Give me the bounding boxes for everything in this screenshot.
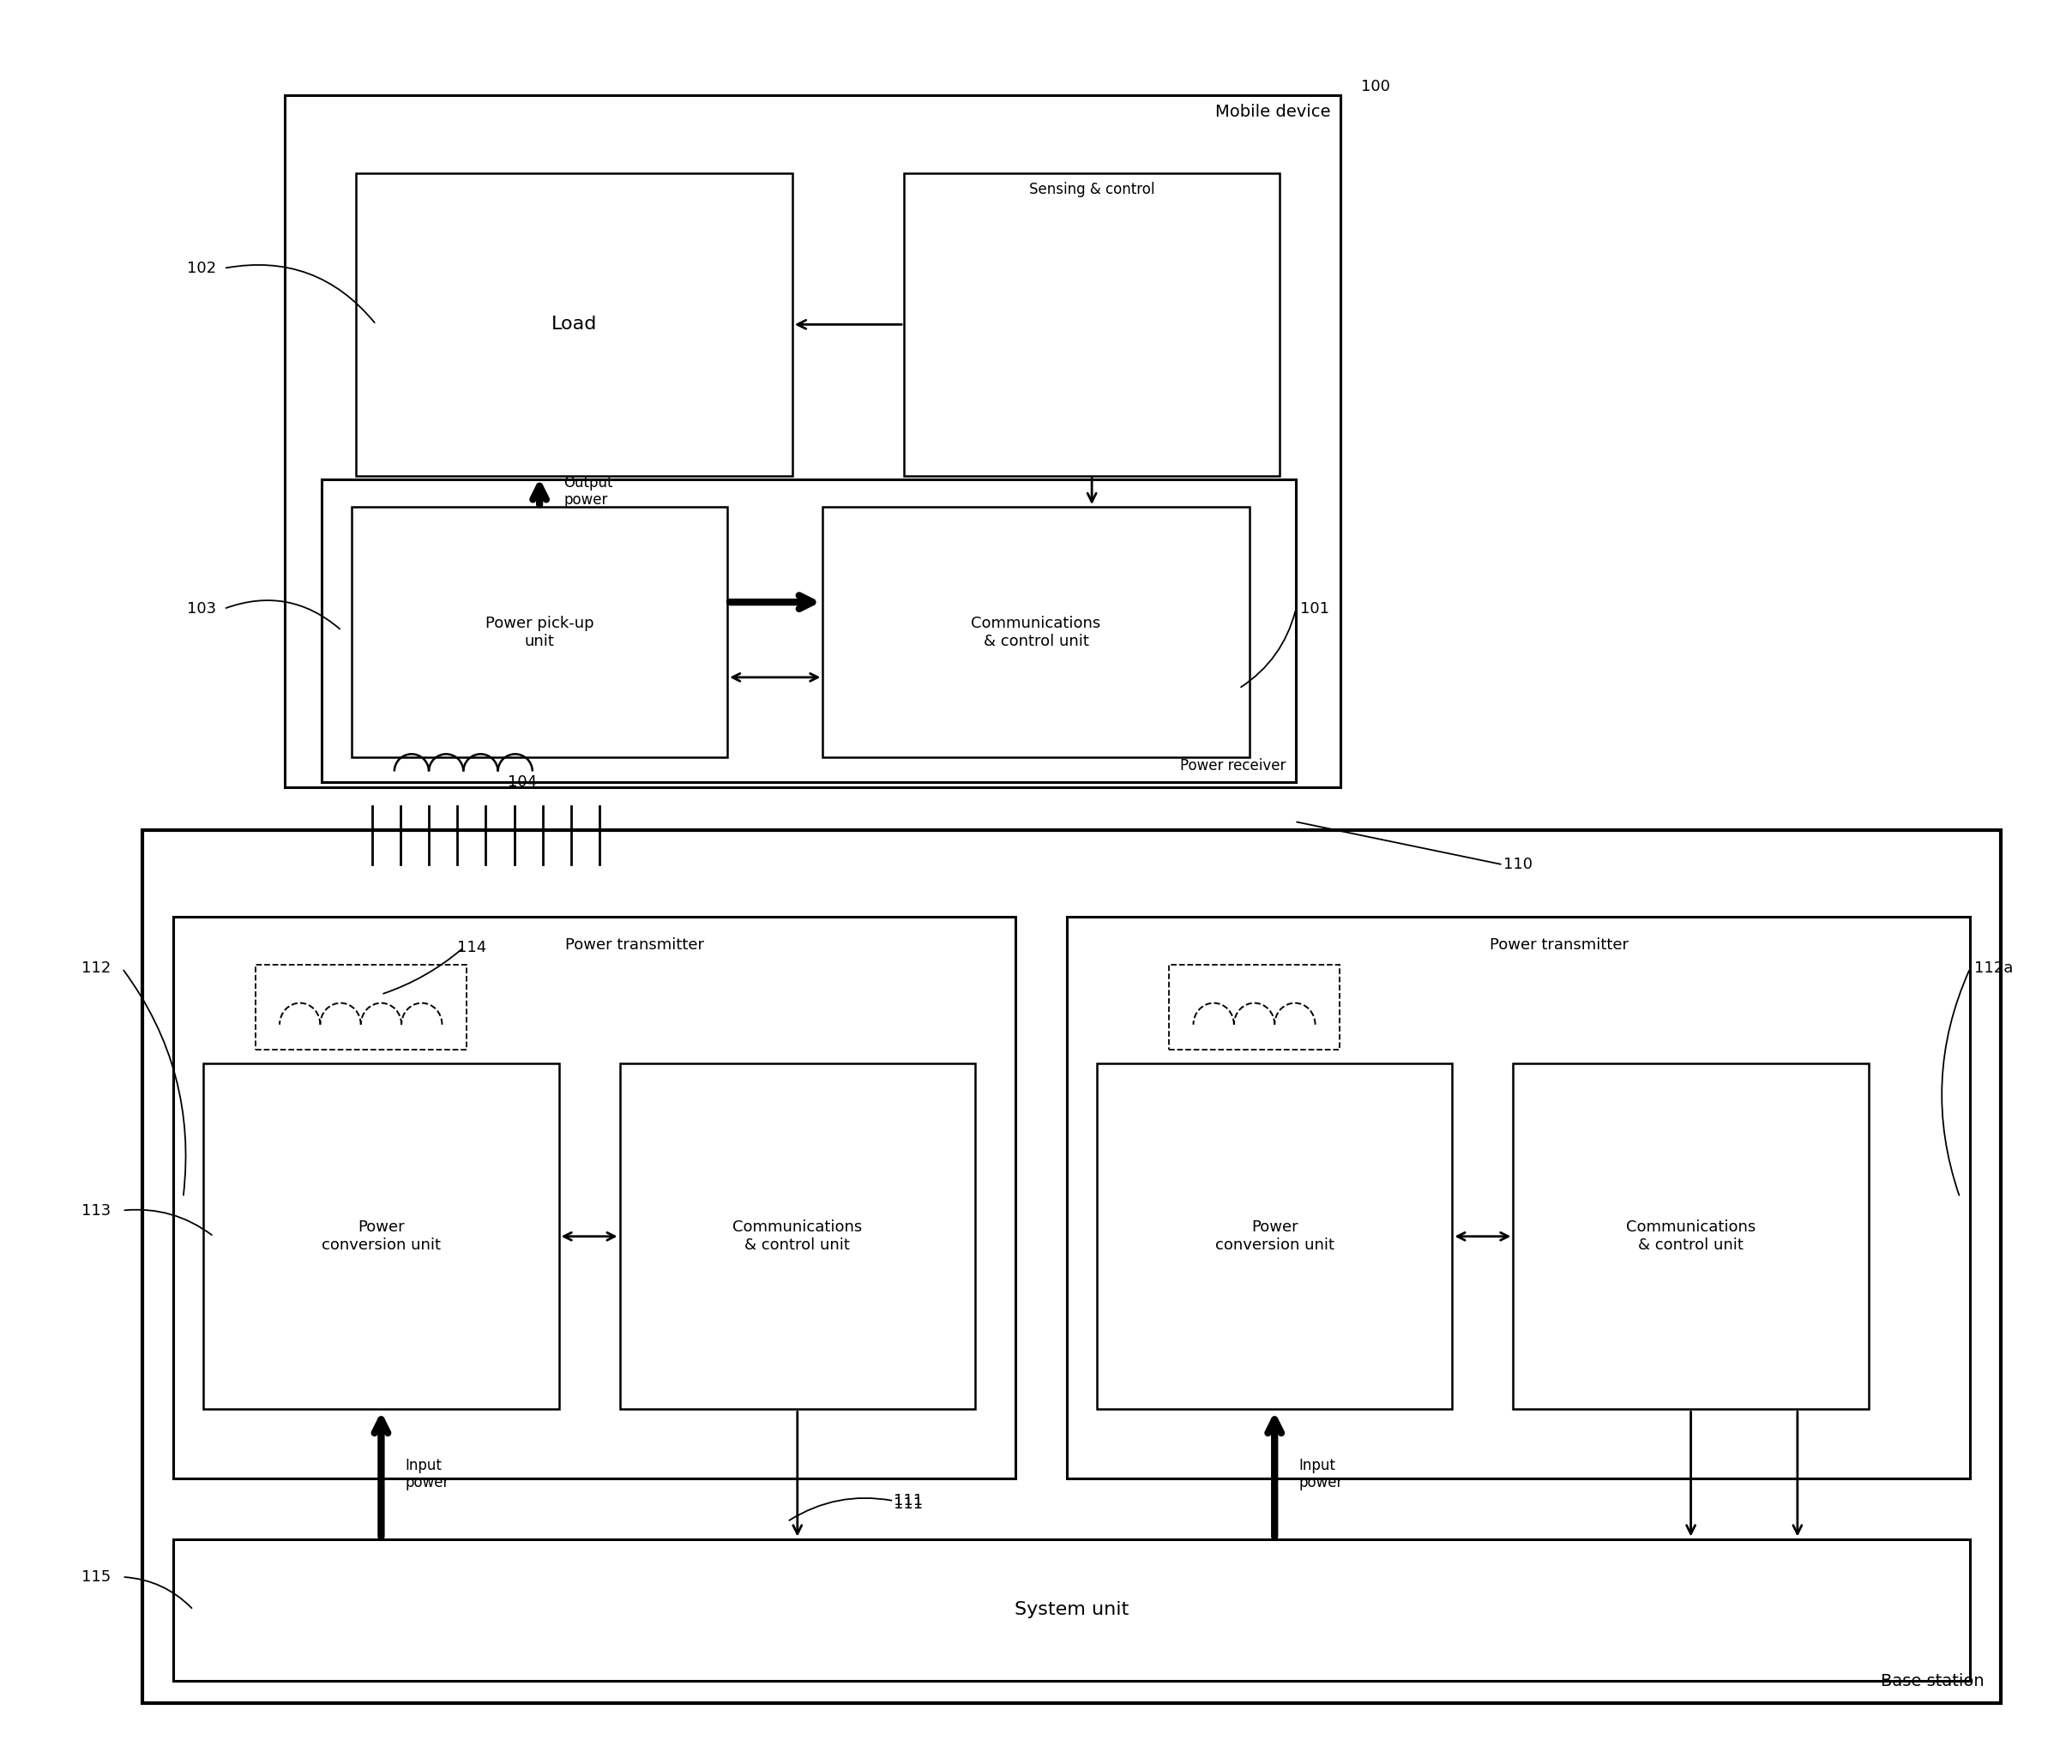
Text: 100: 100: [1361, 79, 1390, 95]
Text: Power transmitter: Power transmitter: [1490, 937, 1629, 953]
FancyBboxPatch shape: [352, 506, 727, 757]
FancyBboxPatch shape: [284, 95, 1341, 787]
Text: 112a: 112a: [1975, 961, 2014, 975]
Text: Power
conversion unit: Power conversion unit: [1214, 1219, 1334, 1252]
FancyBboxPatch shape: [174, 1538, 1970, 1681]
FancyBboxPatch shape: [356, 173, 792, 476]
Text: 103: 103: [186, 602, 215, 617]
Text: Sensing & control: Sensing & control: [1030, 182, 1154, 198]
Text: 114: 114: [458, 940, 487, 956]
Text: 113: 113: [81, 1203, 112, 1219]
Text: Power pick-up
unit: Power pick-up unit: [485, 616, 595, 649]
FancyBboxPatch shape: [620, 1064, 976, 1409]
Text: 115: 115: [81, 1570, 112, 1584]
FancyBboxPatch shape: [1513, 1064, 1869, 1409]
Text: Power transmitter: Power transmitter: [566, 937, 704, 953]
FancyBboxPatch shape: [174, 917, 1015, 1478]
Text: Input
power: Input power: [1299, 1457, 1343, 1491]
Text: 110: 110: [1502, 857, 1531, 873]
Text: Power
conversion unit: Power conversion unit: [321, 1219, 441, 1252]
Text: Mobile device: Mobile device: [1214, 104, 1330, 120]
Text: Power receiver: Power receiver: [1179, 759, 1287, 773]
FancyBboxPatch shape: [321, 480, 1295, 781]
Text: Communications
& control unit: Communications & control unit: [972, 616, 1100, 649]
FancyBboxPatch shape: [1096, 1064, 1452, 1409]
Text: 101: 101: [1299, 602, 1328, 617]
Text: Load: Load: [551, 316, 597, 333]
Text: Input
power: Input power: [406, 1457, 450, 1491]
Text: Communications
& control unit: Communications & control unit: [1627, 1219, 1755, 1252]
Text: Communications
& control unit: Communications & control unit: [733, 1219, 862, 1252]
FancyBboxPatch shape: [255, 965, 466, 1050]
FancyBboxPatch shape: [203, 1064, 559, 1409]
FancyBboxPatch shape: [1067, 917, 1970, 1478]
Text: 104: 104: [508, 774, 537, 790]
Text: 112: 112: [81, 961, 112, 975]
Text: 102: 102: [186, 261, 215, 275]
Text: 111: 111: [893, 1492, 924, 1508]
Text: Base station: Base station: [1881, 1672, 1985, 1690]
Text: Output
power: Output power: [564, 475, 613, 508]
FancyBboxPatch shape: [823, 506, 1249, 757]
Text: 111: 111: [893, 1496, 924, 1512]
FancyBboxPatch shape: [1169, 965, 1341, 1050]
Text: System unit: System unit: [1015, 1602, 1129, 1618]
FancyBboxPatch shape: [903, 173, 1280, 476]
FancyBboxPatch shape: [143, 831, 2002, 1704]
